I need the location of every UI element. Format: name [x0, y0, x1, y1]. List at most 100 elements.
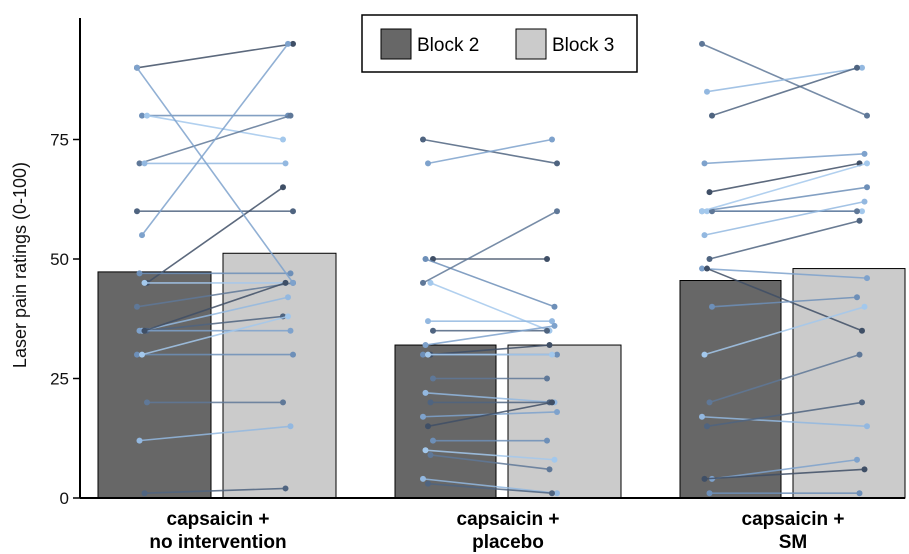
- subject-point: [709, 303, 715, 310]
- subject-point: [290, 351, 296, 358]
- subject-point: [864, 112, 870, 119]
- bar-block-3-cat-0: [222, 252, 337, 499]
- subject-line: [136, 282, 294, 308]
- subject-point: [285, 294, 291, 301]
- subject-line: [430, 454, 550, 471]
- subject-point: [422, 256, 429, 262]
- subject-point: [136, 160, 143, 167]
- subject-point: [144, 399, 150, 406]
- subject-point: [134, 64, 140, 71]
- legend-label-block-3: Block 3: [552, 35, 614, 56]
- subject-point: [285, 40, 291, 47]
- subject-point: [290, 279, 296, 286]
- subject-point: [282, 279, 289, 286]
- subject-point: [136, 327, 143, 334]
- subject-line: [701, 267, 868, 279]
- subject-line: [146, 315, 284, 332]
- subject-line: [701, 186, 868, 212]
- subject-line: [709, 162, 860, 193]
- subject-line: [422, 478, 558, 495]
- subject-line: [425, 449, 555, 461]
- subject-point: [427, 399, 434, 406]
- subject-line: [144, 487, 286, 495]
- x-category-label: capsaicin +: [167, 509, 270, 530]
- subject-point: [704, 265, 710, 272]
- subject-point: [854, 456, 860, 463]
- x-category-label: capsaicin +: [742, 509, 845, 530]
- subject-point: [699, 265, 705, 272]
- subject-point: [420, 413, 426, 420]
- bar-block-2-cat-2: [679, 280, 782, 499]
- subject-line: [144, 282, 286, 332]
- subject-point: [134, 303, 140, 310]
- y-tick-label: 75: [50, 131, 69, 150]
- subject-point: [287, 327, 294, 334]
- subject-point: [704, 88, 710, 95]
- y-tick-label: 50: [50, 250, 69, 269]
- subject-line: [704, 200, 865, 236]
- subject-point: [546, 342, 553, 349]
- subject-point: [544, 437, 550, 444]
- x-category-label: placebo: [472, 532, 544, 553]
- subject-point: [144, 112, 150, 119]
- subject-point: [704, 423, 710, 430]
- subject-point: [141, 160, 148, 167]
- subject-point: [554, 351, 560, 358]
- subject-point: [859, 399, 865, 406]
- subject-point: [864, 423, 870, 430]
- subject-point: [549, 318, 555, 325]
- bar-block-3-cat-1: [507, 344, 622, 499]
- subject-point: [425, 480, 431, 487]
- subject-point: [549, 399, 555, 406]
- subject-point: [134, 208, 140, 215]
- subject-line: [430, 344, 550, 356]
- subject-line: [425, 392, 555, 404]
- subject-point: [549, 490, 555, 497]
- subject-point: [141, 327, 148, 334]
- subject-point: [430, 437, 436, 444]
- x-category-label: capsaicin +: [457, 509, 560, 530]
- subject-point: [549, 351, 555, 358]
- subject-point: [861, 198, 868, 205]
- subject-point: [280, 184, 286, 191]
- subject-line: [425, 325, 555, 346]
- subject-point: [134, 351, 140, 358]
- subject-point: [430, 375, 436, 382]
- subject-line: [711, 67, 858, 117]
- subject-point: [136, 270, 143, 277]
- subject-point: [280, 136, 286, 143]
- subject-point: [856, 490, 863, 497]
- subject-point: [859, 64, 865, 71]
- subject-point: [551, 303, 558, 310]
- subject-point: [864, 275, 870, 282]
- subject-point: [422, 389, 429, 396]
- subject-line: [709, 353, 860, 404]
- subject-line: [709, 219, 860, 260]
- subject-point: [282, 160, 289, 167]
- bar-block-3-cat-2: [792, 268, 906, 499]
- subject-lines-layer: [134, 40, 870, 497]
- subject-point: [290, 208, 296, 215]
- subject-point: [699, 413, 705, 420]
- legend-swatch-block-3: [515, 28, 547, 60]
- x-category-label: no intervention: [149, 532, 286, 553]
- subject-point: [427, 279, 434, 286]
- subject-line: [425, 258, 555, 308]
- subject-point: [544, 256, 550, 262]
- subject-point: [709, 208, 715, 215]
- subject-point: [706, 490, 713, 497]
- subject-point: [290, 40, 296, 47]
- subject-line: [146, 114, 284, 141]
- subject-point: [554, 160, 560, 167]
- subject-line: [704, 468, 865, 480]
- subject-point: [549, 136, 555, 143]
- subject-line: [711, 296, 858, 308]
- subject-point: [427, 451, 434, 458]
- subject-point: [287, 270, 294, 277]
- subject-point: [425, 351, 431, 358]
- x-category-label: SM: [779, 532, 808, 553]
- legend: Block 2 Block 3: [361, 14, 638, 73]
- subject-point: [854, 294, 860, 301]
- subject-point: [285, 313, 291, 320]
